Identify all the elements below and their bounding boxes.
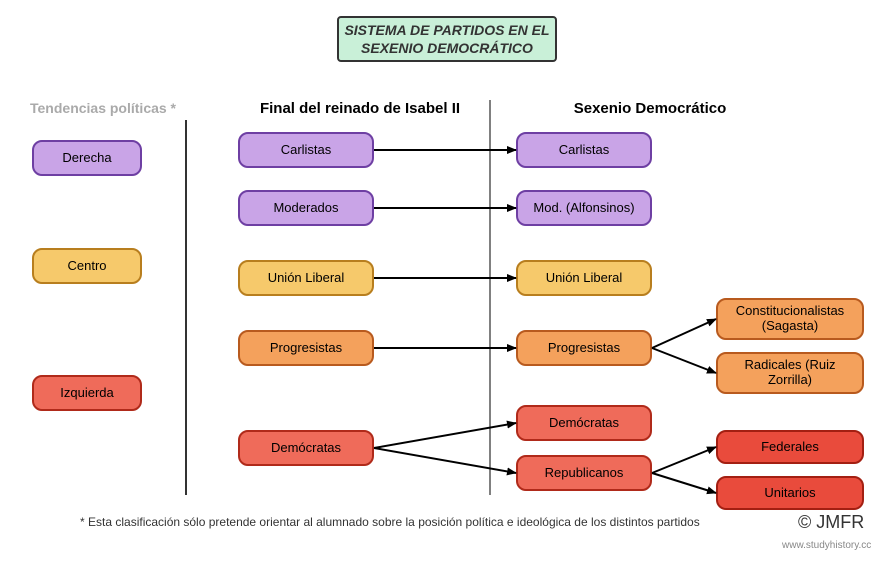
tendencies-header: Tendencias políticas * [30, 100, 176, 116]
legend-derecha-label: Derecha [62, 151, 111, 166]
legend-derecha: Derecha [32, 140, 142, 176]
legend-izquierda-label: Izquierda [60, 386, 113, 401]
isabel-progresistas: Progresistas [238, 330, 374, 366]
sex-alfonsinos-label: Mod. (Alfonsinos) [533, 201, 634, 216]
column-header-isabel: Final del reinado de Isabel II [230, 100, 490, 117]
isabel-democratas: Demócratas [238, 430, 374, 466]
out-radicales: Radicales (Ruiz Zorrilla) [716, 352, 864, 394]
edge-isabel-democratas-to-sex-republicanos [374, 448, 516, 473]
sex-progresistas-label: Progresistas [548, 341, 620, 356]
edge-sex-republicanos-to-out-federales [652, 447, 716, 473]
sex-republicanos-label: Republicanos [545, 466, 624, 481]
legend-centro: Centro [32, 248, 142, 284]
isabel-unionliberal: Unión Liberal [238, 260, 374, 296]
sex-democratas-label: Demócratas [549, 416, 619, 431]
sex-carlistas-label: Carlistas [559, 143, 610, 158]
sex-democratas: Demócratas [516, 405, 652, 441]
out-unitarios: Unitarios [716, 476, 864, 510]
isabel-carlistas: Carlistas [238, 132, 374, 168]
legend-centro-label: Centro [67, 259, 106, 274]
isabel-progresistas-label: Progresistas [270, 341, 342, 356]
out-radicales-label: Radicales (Ruiz Zorrilla) [744, 358, 835, 388]
edge-isabel-democratas-to-sex-democratas [374, 423, 516, 448]
isabel-moderados: Moderados [238, 190, 374, 226]
out-federales-label: Federales [761, 440, 819, 455]
out-unitarios-label: Unitarios [764, 486, 815, 501]
out-constitucionalistas: Constitucionalistas (Sagasta) [716, 298, 864, 340]
sex-carlistas: Carlistas [516, 132, 652, 168]
footnote: * Esta clasificación sólo pretende orien… [80, 515, 700, 529]
diagram-title: SISTEMA DE PARTIDOS EN EL SEXENIO DEMOCR… [337, 16, 557, 62]
isabel-unionliberal-label: Unión Liberal [268, 271, 345, 286]
edge-sex-progresistas-to-out-radicales [652, 348, 716, 373]
out-constitucionalistas-label: Constitucionalistas (Sagasta) [736, 304, 844, 334]
sex-unionliberal: Unión Liberal [516, 260, 652, 296]
copyright: © JMFR [798, 512, 864, 533]
isabel-moderados-label: Moderados [273, 201, 338, 216]
source-url: www.studyhistory.cc [782, 540, 871, 551]
isabel-democratas-label: Demócratas [271, 441, 341, 456]
diagram-title-text: SISTEMA DE PARTIDOS EN EL SEXENIO DEMOCR… [344, 21, 549, 57]
edge-sex-republicanos-to-out-unitarios [652, 473, 716, 493]
edge-sex-progresistas-to-out-constitucionalistas [652, 319, 716, 348]
legend-izquierda: Izquierda [32, 375, 142, 411]
column-header-sexenio: Sexenio Democrático [540, 100, 760, 117]
sex-progresistas: Progresistas [516, 330, 652, 366]
sex-alfonsinos: Mod. (Alfonsinos) [516, 190, 652, 226]
sex-republicanos: Republicanos [516, 455, 652, 491]
isabel-carlistas-label: Carlistas [281, 143, 332, 158]
sex-unionliberal-label: Unión Liberal [546, 271, 623, 286]
out-federales: Federales [716, 430, 864, 464]
